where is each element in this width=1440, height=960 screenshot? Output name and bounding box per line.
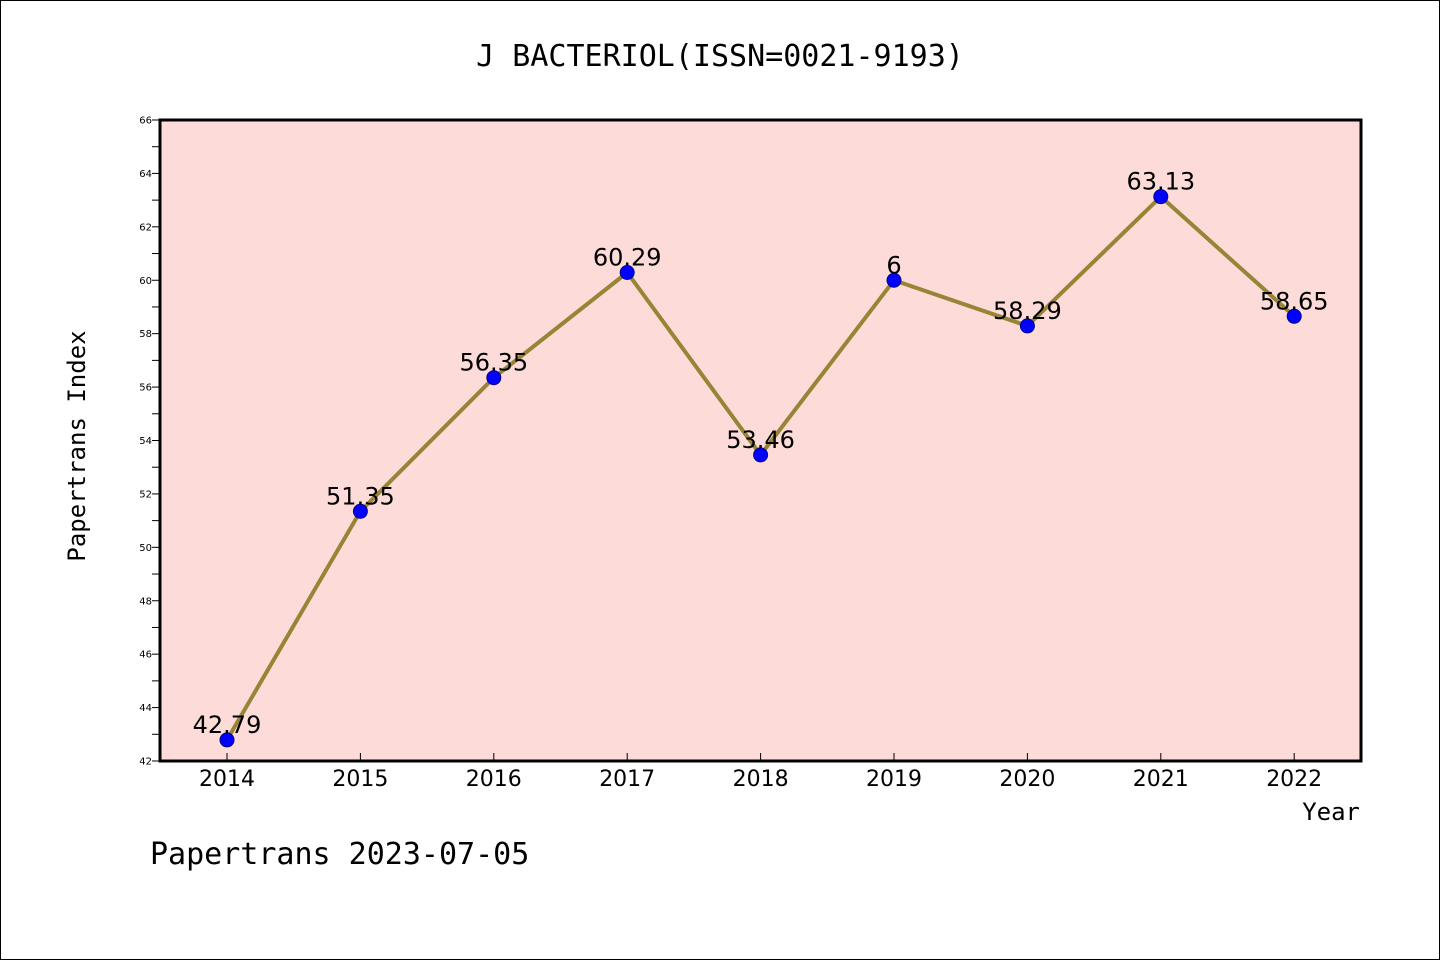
x-tick-label: 2014: [199, 767, 255, 792]
y-tick-label: 60: [139, 276, 152, 287]
x-tick-label: 2016: [466, 767, 522, 792]
data-point: [1286, 308, 1302, 324]
data-label: 58.65: [1260, 287, 1329, 315]
x-tick-label: 2022: [1266, 767, 1322, 792]
data-label: 56.35: [459, 349, 528, 377]
y-tick-label: 62: [139, 222, 152, 233]
y-tick-label: 42: [139, 757, 152, 768]
data-label: 42.79: [193, 711, 262, 739]
x-axis-label: Year: [1302, 798, 1360, 826]
y-tick-label: 54: [139, 436, 152, 447]
data-point: [1153, 189, 1169, 205]
y-tick-label: 44: [139, 703, 152, 714]
data-label: 58.29: [993, 297, 1062, 325]
y-tick-label: 50: [139, 543, 152, 554]
x-tick-label: 2020: [999, 767, 1055, 792]
y-tick-label: 58: [139, 329, 152, 340]
x-axis-ticks: 2014 2015 2016 2017 2018 2019 2020 2021 2022: [199, 753, 1322, 792]
data-label: 63.13: [1126, 168, 1195, 196]
footer-date-stamp: Papertrans 2023-07-05: [150, 837, 529, 872]
y-axis-label: Papertrans Index: [63, 330, 91, 561]
data-series: [219, 189, 1302, 748]
x-tick-label: 2018: [733, 767, 789, 792]
y-tick-label: 64: [139, 169, 152, 180]
x-tick-label: 2021: [1133, 767, 1189, 792]
data-label: 6: [886, 251, 901, 279]
x-tick-label: 2019: [866, 767, 922, 792]
x-tick-label: 2017: [599, 767, 655, 792]
x-tick-label: 2015: [332, 767, 388, 792]
data-point: [486, 370, 502, 386]
data-point: [886, 272, 902, 288]
data-point: [753, 447, 769, 463]
y-axis-ticks: 42 44 46 48 50 52 54 56 58 60 62 64 66: [139, 116, 160, 768]
data-point: [219, 732, 235, 748]
data-point: [1019, 318, 1035, 334]
y-tick-label: 52: [139, 489, 152, 500]
data-label: 60.29: [593, 244, 662, 272]
data-point: [619, 265, 635, 281]
data-point: [352, 503, 368, 519]
y-tick-label: 66: [139, 116, 152, 127]
plot-border: [158, 118, 1363, 763]
data-label: 51.35: [326, 482, 395, 510]
y-tick-label: 48: [139, 596, 152, 607]
plot-area: [160, 120, 1361, 761]
y-tick-label: 56: [139, 383, 152, 394]
data-labels: 42.79 51.35 56.35 60.29 53.46 6 58.29 63.13 58.6…: [193, 168, 1329, 739]
chart-title: J BACTERIOL(ISSN=0021-9193): [476, 39, 964, 74]
y-tick-label: 46: [139, 650, 152, 661]
data-label: 53.46: [726, 426, 795, 454]
